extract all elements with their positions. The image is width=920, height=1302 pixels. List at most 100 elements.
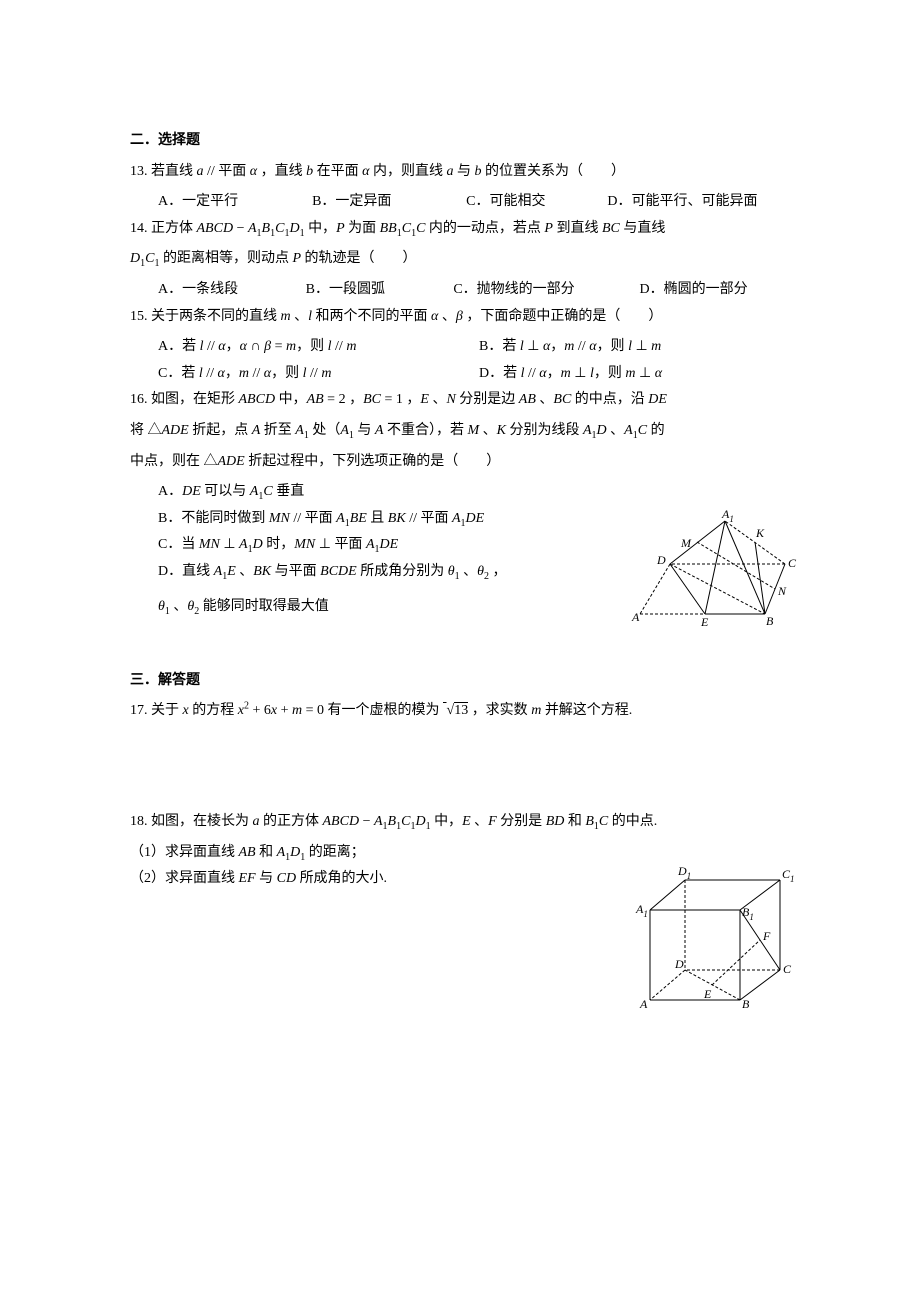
- svg-text:B1: B1: [742, 905, 754, 922]
- q13-t5: 与: [457, 164, 475, 179]
- q16-l2j: 的: [651, 423, 665, 438]
- q16-l1a: 如图，在矩形: [151, 392, 239, 407]
- q15-D-pre: D．若: [479, 366, 521, 381]
- q15-t4: ，下面命题中正确的是（ ）: [466, 309, 662, 324]
- svg-text:C1: C1: [782, 867, 795, 884]
- q18-l1d: 、: [474, 814, 488, 829]
- q16-D-m3: 所成角分别为: [360, 564, 448, 579]
- fig-C: C: [788, 556, 797, 570]
- fig18-F: F: [762, 929, 771, 943]
- svg-text:A1: A1: [635, 902, 648, 919]
- q18-l1e: 分别是: [500, 814, 546, 829]
- q13-t6: 的位置关系为（ ）: [485, 164, 625, 179]
- q16-D-m4: 、: [463, 564, 477, 579]
- q13-opts: A．一定平行 B．一定异面 C．可能相交 D．可能平行、可能异面: [130, 189, 800, 216]
- q13-D: D．可能平行、可能异面: [607, 189, 800, 216]
- q18-p2a: （2）求异面直线: [130, 871, 239, 886]
- fig18-A: A: [639, 997, 648, 1010]
- q13-A: A．一定平行: [158, 189, 312, 216]
- fig-E: E: [700, 615, 709, 629]
- q17-t4: ，求实数: [472, 703, 532, 718]
- q13: 13. 若直线 a // 平面 α ，直线 b 在平面 α 内，则直线 a 与 …: [130, 159, 800, 186]
- q13-num: 13.: [130, 164, 148, 179]
- fig-M: M: [680, 536, 692, 550]
- q15-A-pre: A．若: [158, 339, 200, 354]
- q14-l1c: 为面: [348, 221, 380, 236]
- q16-D: D．直线 A1E 、BK 与平面 BCDE 所成角分别为 θ1 、θ2 ，: [130, 559, 622, 586]
- q13-t3: 在平面: [317, 164, 363, 179]
- q14-num: 14.: [130, 221, 148, 236]
- q18-l1g: 的中点.: [612, 814, 658, 829]
- q16-l1: 16. 如图，在矩形 ABCD 中，AB = 2 ，BC = 1 ，E 、N 分…: [130, 387, 800, 414]
- q15-C: C．若 l // α，m // α，则 l // m: [158, 361, 479, 388]
- q18-p2c: 所成角的大小.: [300, 871, 388, 886]
- q15-B: B．若 l ⊥ α，m // α，则 l ⊥ m: [479, 334, 800, 361]
- fig-N: N: [777, 584, 787, 598]
- q15-opts-row2: C．若 l // α，m // α，则 l // m D．若 l // α，m …: [130, 361, 800, 388]
- q16-B-pre: B．不能同时做到: [158, 511, 269, 526]
- q18-l1c: 中，: [434, 814, 462, 829]
- q16-C-pre: C．当: [158, 537, 199, 552]
- q14-l1f: 与直线: [623, 221, 665, 236]
- fig18-D: D: [674, 957, 684, 971]
- q17-t1: 关于: [151, 703, 183, 718]
- section-3-title: 三．解答题: [130, 668, 800, 695]
- q16-l1e: 、: [432, 392, 446, 407]
- fig18-B: B: [742, 997, 750, 1010]
- fig18-E: E: [703, 987, 712, 1001]
- q16-l3b: 折起过程中，下列选项正确的是（ ）: [248, 454, 500, 469]
- q17-t3: 有一个虚根的模为: [328, 703, 444, 718]
- q15-t1: 、: [294, 309, 308, 324]
- q16-l2a: 将 △: [130, 423, 162, 438]
- q18-p1a: （1）求异面直线: [130, 845, 239, 860]
- q16-l2h: 分别为线段: [509, 423, 583, 438]
- q16-l2: 将 △ADE 折起，点 A 折至 A1 处（A1 与 A 不重合），若 M 、K…: [130, 418, 800, 445]
- q18-p2: （2）求异面直线 EF 与 CD 所成角的大小.: [130, 866, 622, 893]
- q16-figure: A1 K M D C N A E B: [630, 509, 800, 640]
- q14-opts: A．一条线段 B．一段圆弧 C．抛物线的一部分 D．椭圆的一部分: [130, 277, 800, 304]
- q16-l2b: 折起，点: [192, 423, 252, 438]
- q18-l1f: 和: [568, 814, 586, 829]
- q17-num: 17.: [130, 703, 148, 718]
- q18-p1b: 和: [259, 845, 277, 860]
- q15: 15. 关于两条不同的直线 m 、l 和两个不同的平面 α 、β ，下面命题中正…: [130, 304, 800, 331]
- q15-t3: 、: [442, 309, 456, 324]
- q16-B-m3: 平面: [420, 511, 452, 526]
- fig18-C: C: [783, 962, 792, 976]
- q16-B: B．不能同时做到 MN // 平面 A1BE 且 BK // 平面 A1DE: [130, 506, 622, 533]
- q15-D: D．若 l // α，m ⊥ l，则 m ⊥ α: [479, 361, 800, 388]
- fig18-D1: D: [677, 864, 687, 878]
- q14-l1e: 到直线: [556, 221, 602, 236]
- q16-A: A．DE 可以与 A1C 垂直: [130, 479, 622, 506]
- q16-D-pre: D．直线: [158, 564, 214, 579]
- fig18-C1s: 1: [790, 874, 795, 884]
- q16-A-pre: A．: [158, 484, 182, 499]
- fig18-B1s: 1: [749, 912, 754, 922]
- q14-line2: D1C1 的距离相等，则动点 P 的轨迹是（ ）: [130, 246, 800, 273]
- q18-l1b: 的正方体: [263, 814, 323, 829]
- q16-l2d: 处（: [312, 423, 340, 438]
- q15-C-pre: C．若: [158, 366, 199, 381]
- q17-t5: 并解这个方程.: [545, 703, 633, 718]
- q14-C: C．抛物线的一部分: [453, 277, 639, 304]
- q16-l2g: 、: [483, 423, 497, 438]
- fig-D: D: [656, 553, 666, 567]
- q16-l1f: 分别是边: [459, 392, 519, 407]
- q18-l1: 18. 如图，在棱长为 a 的正方体 ABCD − A1B1C1D1 中，E 、…: [130, 809, 800, 836]
- q13-t4: 内，则直线: [373, 164, 447, 179]
- q16-l1d: ，: [406, 392, 420, 407]
- q14-l2a: 的距离相等，则动点: [163, 251, 293, 266]
- q16-A-end: 垂直: [276, 484, 304, 499]
- q17-t2: 的方程: [192, 703, 238, 718]
- q16-D-m2: 与平面: [275, 564, 321, 579]
- q15-A: A．若 l // α，α ∩ β = m，则 l // m: [158, 334, 479, 361]
- q16-B-m1: 平面: [305, 511, 337, 526]
- q16-l3: 中点，则在 △ADE 折起过程中，下列选项正确的是（ ）: [130, 449, 800, 476]
- q16-A-mid: 可以与: [204, 484, 250, 499]
- section-2-title: 二．选择题: [130, 128, 800, 155]
- q15-t2: 和两个不同的平面: [316, 309, 432, 324]
- q16-D2-m: 、: [173, 599, 187, 614]
- q13-C: C．可能相交: [466, 189, 607, 216]
- q18-p2b: 与: [259, 871, 277, 886]
- q16-B-m2: 且: [370, 511, 388, 526]
